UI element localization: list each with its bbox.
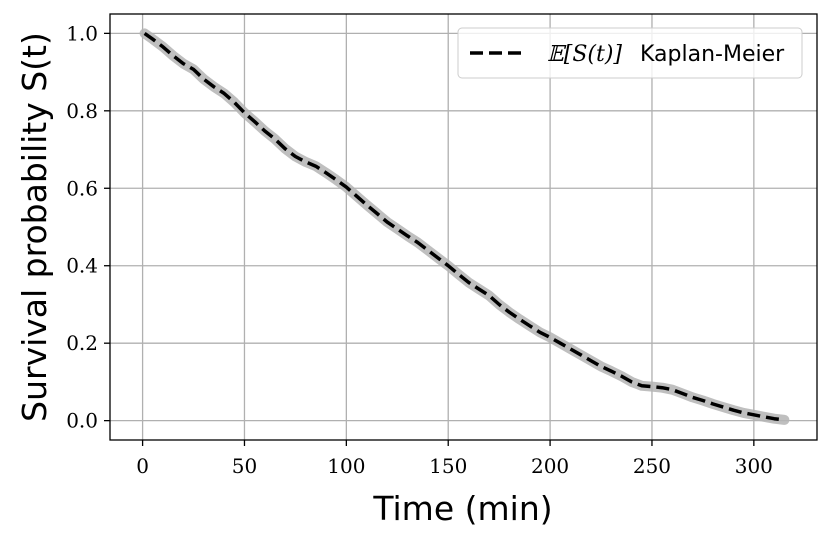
grid — [110, 14, 817, 440]
y-tick-label: 0.0 — [66, 409, 98, 433]
y-tick-label: 0.2 — [66, 331, 98, 355]
y-tick-label: 1.0 — [66, 21, 98, 45]
y-tick-label: 0.6 — [66, 176, 98, 200]
legend-series-name: Kaplan-Meier — [640, 42, 785, 67]
y-tick-label: 0.8 — [66, 99, 98, 123]
x-axis-ticks: 0 50 100 150 200 250 300 — [136, 440, 773, 478]
x-tick-label: 0 — [136, 454, 149, 478]
legend: 𝔼[S(t)] Kaplan-Meier — [457, 27, 803, 79]
x-tick-label: 50 — [232, 454, 257, 478]
series-layer — [143, 31, 785, 422]
x-axis-label: Time (min) — [372, 489, 552, 528]
plot-background — [110, 14, 817, 440]
x-tick-label: 100 — [327, 454, 365, 478]
legend-box — [457, 27, 803, 79]
plot-frame — [109, 13, 818, 441]
x-tick-label: 200 — [531, 454, 569, 478]
series-line-kaplan-meier — [143, 31, 785, 422]
y-tick-label: 0.4 — [66, 254, 98, 278]
x-tick-label: 250 — [633, 454, 671, 478]
legend-math-label: 𝔼[S(t)] — [547, 42, 622, 67]
y-axis-label: Survival probability S(t) — [15, 32, 54, 422]
x-tick-label: 150 — [429, 454, 467, 478]
x-tick-label: 300 — [735, 454, 773, 478]
y-axis-ticks: 0.0 0.2 0.4 0.6 0.8 1.0 — [66, 21, 110, 433]
